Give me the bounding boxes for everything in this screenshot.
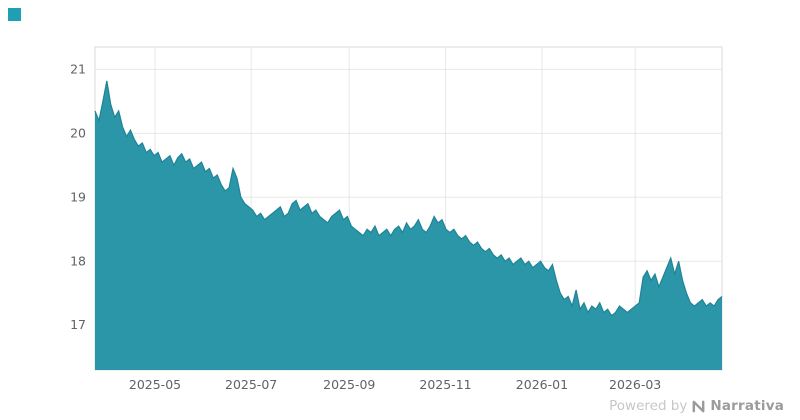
area-series-line bbox=[94, 80, 723, 317]
area-series bbox=[95, 80, 722, 371]
brand-logo-square bbox=[8, 8, 21, 21]
powered-by-text: Powered by bbox=[609, 398, 688, 414]
x-axis-tick-label: 2025-05 bbox=[129, 377, 181, 392]
y-axis-tick-label: 20 bbox=[70, 125, 86, 140]
y-axis-tick-label: 17 bbox=[70, 317, 86, 332]
narrativa-logo-icon bbox=[692, 400, 705, 412]
powered-by: Powered by Narrativa bbox=[609, 398, 784, 414]
x-axis-tick-label: 2025-07 bbox=[225, 377, 277, 392]
y-axis-tick-label: 18 bbox=[70, 253, 86, 268]
x-axis-tick-label: 2026-01 bbox=[516, 377, 568, 392]
y-axis-tick-label: 19 bbox=[70, 189, 86, 204]
x-axis-tick-label: 2025-11 bbox=[419, 377, 471, 392]
brand-name: Narrativa bbox=[710, 398, 784, 414]
x-axis-tick-label: 2025-09 bbox=[323, 377, 375, 392]
y-axis-tick-label: 21 bbox=[70, 61, 86, 76]
x-axis-tick-label: 2026-03 bbox=[609, 377, 661, 392]
